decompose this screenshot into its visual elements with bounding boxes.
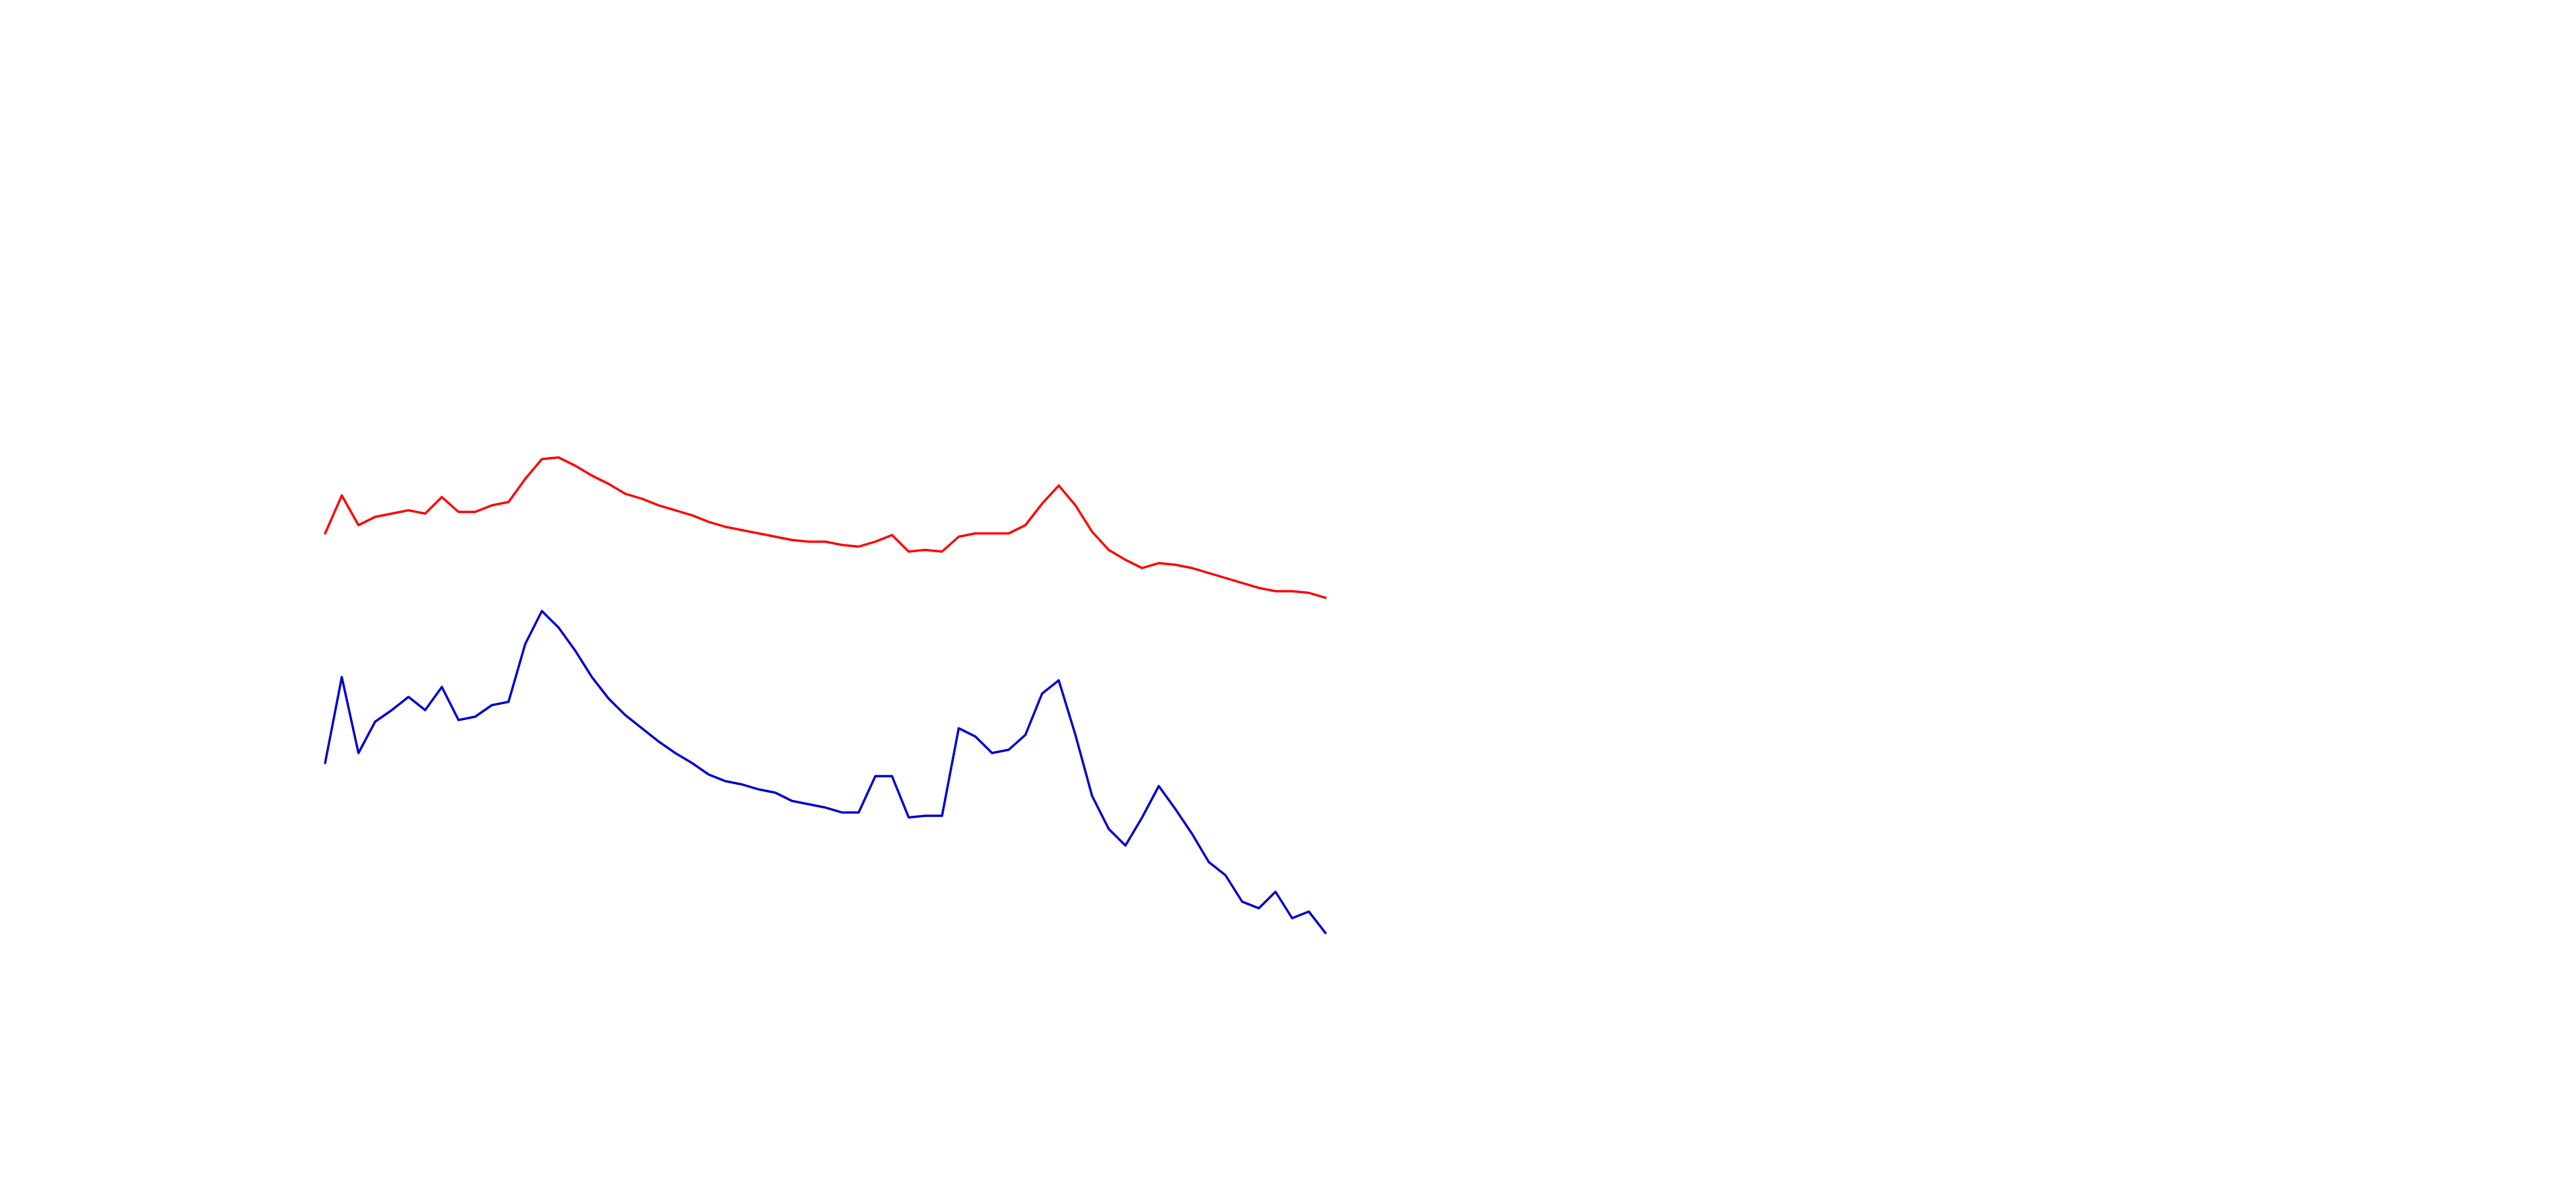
data-line bbox=[324, 456, 1327, 599]
data-line bbox=[324, 610, 1327, 935]
